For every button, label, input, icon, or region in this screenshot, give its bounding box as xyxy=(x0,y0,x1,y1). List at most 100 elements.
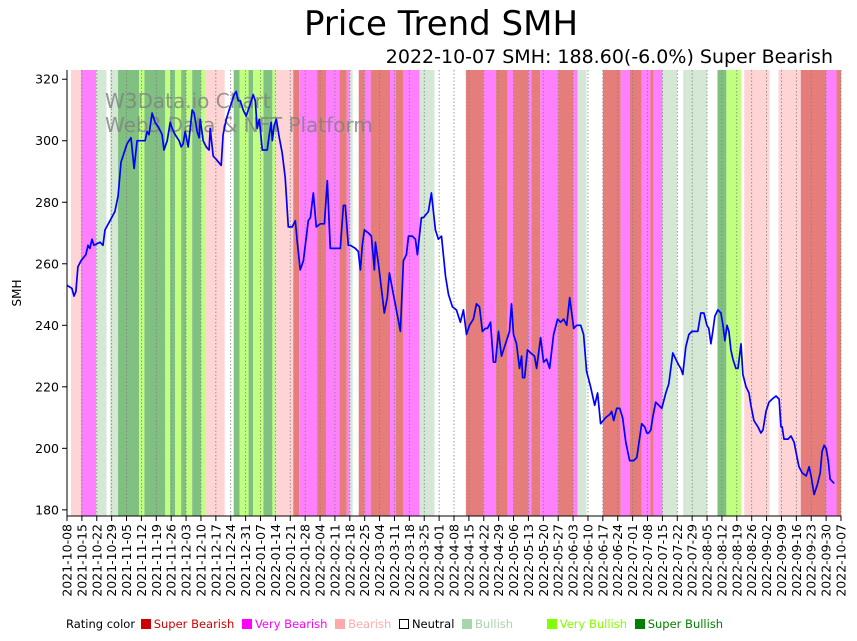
band-super-bearish xyxy=(495,70,508,516)
legend-entry-super-bearish: Super Bearish xyxy=(140,617,237,631)
x-tick-label: 2022-06-17 xyxy=(595,524,610,597)
x-tick-label: 2022-04-22 xyxy=(476,524,491,597)
band-neutral xyxy=(741,70,745,516)
legend-text: Neutral xyxy=(411,617,455,631)
x-tick-label: 2022-04-08 xyxy=(447,524,462,597)
watermark-text: Web3 Data & NFT Platform xyxy=(105,113,373,137)
x-tick-label: 2022-01-28 xyxy=(298,524,313,597)
x-tick-label: 2021-12-24 xyxy=(223,524,238,597)
y-tick-label: 240 xyxy=(35,318,59,333)
legend-text: Very Bearish xyxy=(254,617,328,631)
band-very-bearish xyxy=(528,70,532,516)
band-super-bullish xyxy=(717,70,727,516)
band-super-bearish xyxy=(395,70,404,516)
band-bearish xyxy=(275,70,294,516)
band-very-bullish xyxy=(186,70,193,516)
x-tick-label: 2022-07-29 xyxy=(685,524,700,597)
x-tick-label: 2021-11-26 xyxy=(164,524,179,597)
legend-text: Super Bullish xyxy=(647,617,724,631)
price-line xyxy=(66,90,835,496)
band-very-bearish xyxy=(573,70,578,516)
legend-entry-super-bullish: Super Bullish xyxy=(631,617,725,631)
x-tick-label: 2021-10-22 xyxy=(89,524,104,597)
legend-entry-neutral: Neutral xyxy=(395,617,456,631)
x-tick-label: 2022-02-04 xyxy=(313,524,328,597)
x-tick-label: 2022-09-16 xyxy=(789,524,804,597)
x-tick-label: 2021-10-15 xyxy=(74,524,89,597)
x-tick-label: 2022-02-18 xyxy=(342,524,357,597)
x-tick-label: 2022-01-07 xyxy=(253,524,268,597)
band-very-bearish xyxy=(641,70,651,516)
x-tick-label: 2022-09-23 xyxy=(804,524,819,597)
band-very-bullish xyxy=(200,70,206,516)
x-tick-label: 2022-02-11 xyxy=(327,524,342,597)
x-tick-label: 2021-10-29 xyxy=(104,524,119,597)
band-very-bearish xyxy=(826,70,837,516)
x-tick-label: 2022-06-10 xyxy=(580,524,595,597)
x-tick-label: 2021-11-05 xyxy=(119,524,134,597)
band-super-bearish xyxy=(629,70,642,516)
band-super-bullish xyxy=(248,70,254,516)
x-tick-label: 2022-09-09 xyxy=(774,524,789,597)
band-very-bullish xyxy=(253,70,264,516)
band-very-bearish xyxy=(620,70,630,516)
x-tick-label: 2022-05-06 xyxy=(506,524,521,597)
grid-lines xyxy=(66,70,842,516)
x-tick-label: 2021-10-08 xyxy=(60,524,75,597)
band-very-bullish xyxy=(165,70,171,516)
band-bullish xyxy=(683,70,708,516)
band-neutral xyxy=(106,70,111,516)
band-neutral xyxy=(352,70,359,516)
x-tick-label: 2022-08-12 xyxy=(714,524,729,597)
band-bullish xyxy=(349,70,353,516)
band-neutral xyxy=(224,70,234,516)
band-super-bearish xyxy=(339,70,347,516)
chart-title: Price Trend SMH xyxy=(303,4,579,44)
x-tick-label: 2022-07-01 xyxy=(625,524,640,597)
x-tick-label: 2022-07-15 xyxy=(655,524,670,597)
x-tick-label: 2022-06-24 xyxy=(610,524,625,597)
band-super-bearish xyxy=(650,70,654,516)
band-very-bullish xyxy=(175,70,182,516)
legend: Rating color Super Bearish Very Bearish … xyxy=(66,617,727,631)
legend-entry-very-bearish: Very Bearish xyxy=(238,617,329,631)
x-tick-label: 2022-08-05 xyxy=(700,524,715,597)
x-tick-label: 2022-03-18 xyxy=(402,524,417,597)
legend-swatch xyxy=(462,619,473,629)
band-very-bullish xyxy=(139,70,145,516)
legend-text: Bullish xyxy=(475,617,514,631)
band-very-bullish xyxy=(239,70,249,516)
band-very-bearish xyxy=(80,70,97,516)
band-very-bearish xyxy=(653,70,663,516)
band-super-bearish xyxy=(317,70,326,516)
legend-entry-bearish: Bearish xyxy=(331,617,393,631)
x-tick-label: 2022-03-04 xyxy=(372,524,387,597)
y-tick-label: 220 xyxy=(35,379,59,394)
band-bearish xyxy=(205,70,225,516)
band-very-bearish xyxy=(507,70,514,516)
y-tick-label: 320 xyxy=(35,72,59,87)
legend-entry-very-bullish: Very Bullish xyxy=(543,617,629,631)
band-super-bearish xyxy=(531,70,541,516)
band-very-bearish xyxy=(403,70,420,516)
legend-swatch xyxy=(398,619,409,629)
y-tick-label: 180 xyxy=(35,502,59,517)
band-neutral xyxy=(707,70,718,516)
band-super-bearish xyxy=(558,70,574,516)
legend-entry-bullish: Bullish xyxy=(458,617,541,631)
band-very-bearish xyxy=(364,70,371,516)
x-tick-label: 2022-08-26 xyxy=(744,524,759,597)
y-tick-label: 280 xyxy=(35,195,59,210)
band-bullish xyxy=(419,70,435,516)
legend-swatch xyxy=(140,619,151,629)
x-tick-label: 2022-08-19 xyxy=(729,524,744,597)
y-tick-label: 260 xyxy=(35,256,59,271)
band-super-bullish xyxy=(181,70,187,516)
x-tick-label: 2022-05-27 xyxy=(551,524,566,597)
band-super-bearish xyxy=(602,70,621,516)
x-tick-label: 2022-04-01 xyxy=(432,524,447,597)
price-line-group xyxy=(66,90,835,496)
legend-text: Bearish xyxy=(348,617,392,631)
band-super-bearish xyxy=(800,70,827,516)
axes: 2021-10-08 2021-10-15 2021-10-22 2021-10-29… xyxy=(10,70,849,597)
